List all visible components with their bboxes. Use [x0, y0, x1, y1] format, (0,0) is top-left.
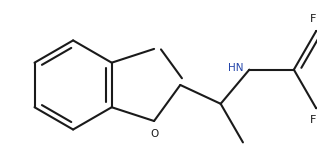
Text: O: O [151, 129, 159, 139]
Text: F: F [310, 115, 316, 125]
Text: HN: HN [228, 63, 244, 73]
Text: F: F [310, 14, 316, 24]
